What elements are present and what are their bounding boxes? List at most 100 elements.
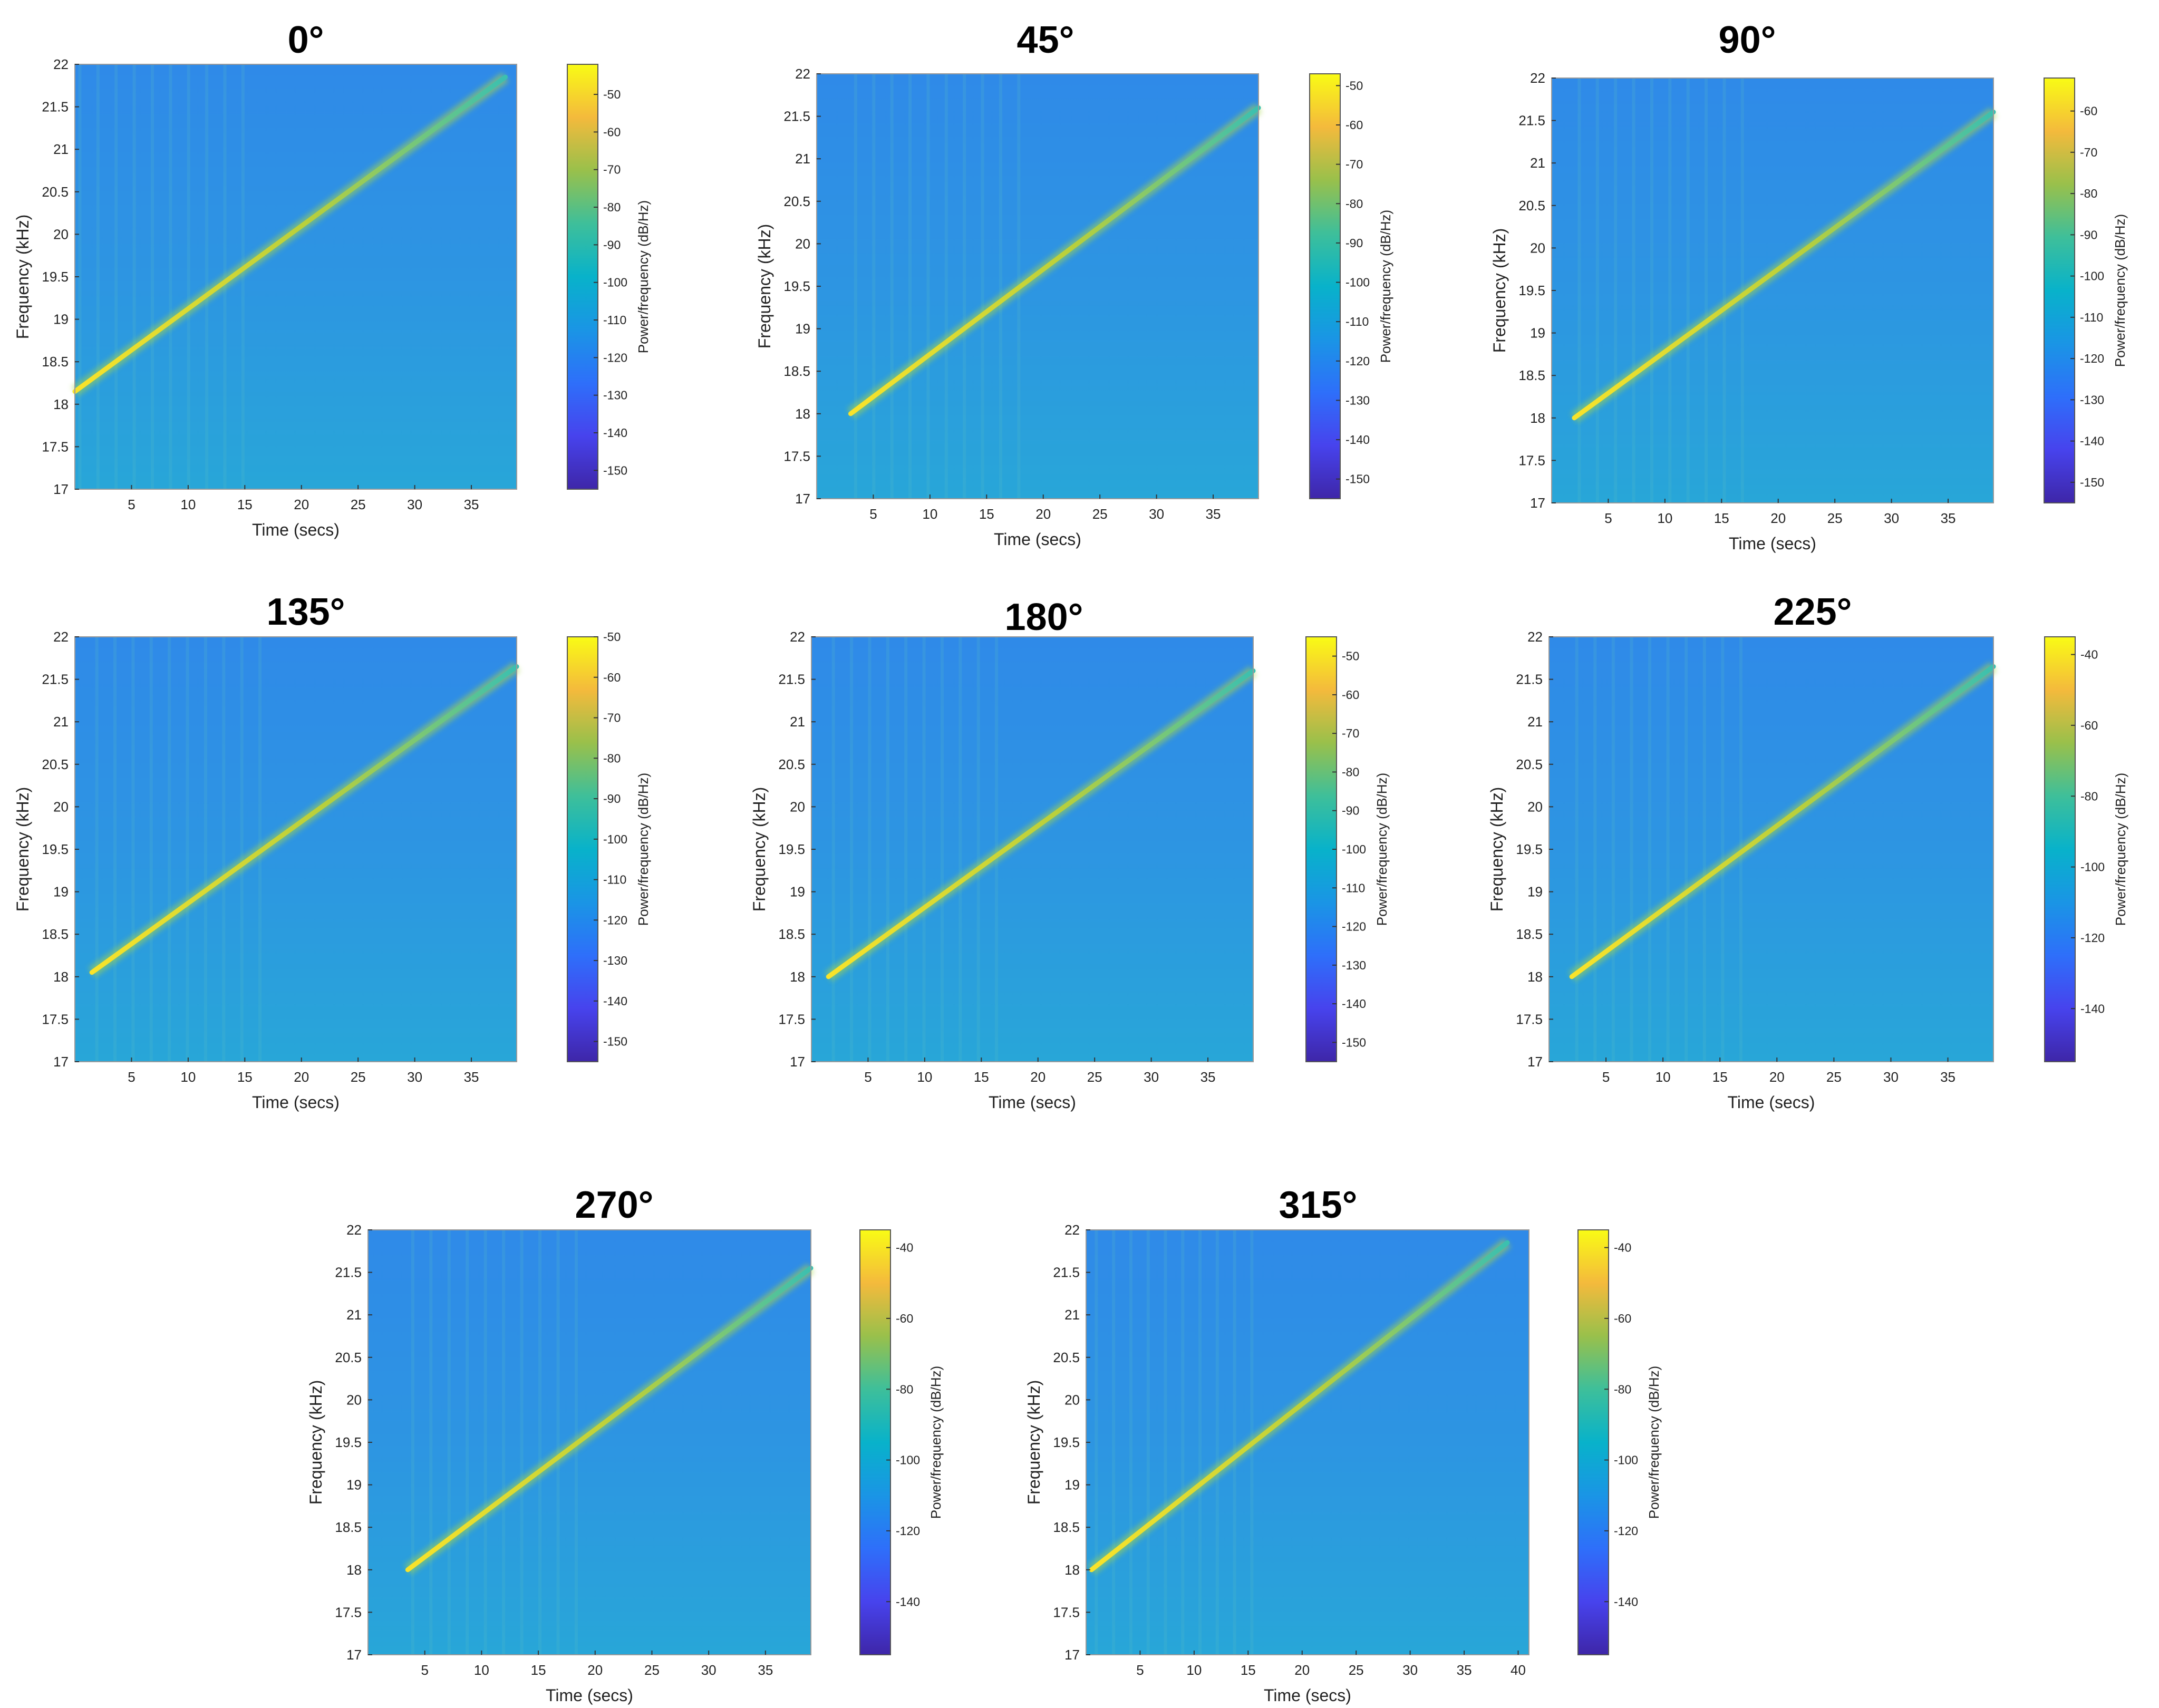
x-tick-label: 30 (1149, 506, 1164, 522)
y-tick-label: 22 (795, 66, 810, 82)
colorbar (567, 636, 598, 1062)
noise-streak (187, 64, 190, 489)
y-tick-label: 18.5 (1518, 367, 1545, 383)
y-tick-label: 19.5 (335, 1434, 362, 1450)
y-tick-label: 17.5 (1518, 452, 1545, 468)
x-tick-label: 15 (979, 506, 994, 522)
y-tick-label: 17 (53, 481, 69, 497)
noise-streak (1575, 637, 1579, 1062)
x-axis-label: Time (secs) (1729, 534, 1816, 553)
noise-streak (1614, 78, 1618, 503)
colorbar-tick-label: -100 (603, 832, 627, 846)
noise-streak (1611, 637, 1615, 1062)
y-tick-label: 20.5 (42, 184, 69, 200)
spectrogram-background (811, 637, 1253, 1062)
colorbar-tick-label: -130 (1345, 393, 1370, 407)
y-tick-label: 18 (1530, 410, 1545, 426)
spectrogram-background (75, 637, 517, 1062)
y-tick-label: 18.5 (1053, 1519, 1080, 1535)
y-tick-label: 20 (346, 1392, 362, 1408)
colorbar-tick-label: -100 (2080, 269, 2104, 283)
x-axis-label: Time (secs) (252, 520, 340, 539)
noise-streak (1630, 637, 1633, 1062)
chirp-line (1569, 664, 1996, 979)
colorbar (567, 64, 598, 490)
colorbar-tick-label: -90 (1342, 804, 1359, 818)
y-tick-label: 19 (795, 321, 810, 337)
panel-title: 315° (1279, 1184, 1358, 1226)
noise-streak (1668, 78, 1672, 503)
colorbar-tick-label: -70 (603, 711, 621, 725)
spectrogram-panel: 315° 17 17.5 18 18.5 19 19.5 20 20.5 21 21.5 22 5 10 1… (1024, 1184, 1662, 1705)
y-tick-label: 21.5 (42, 672, 69, 687)
colorbar-tick-label: -150 (1342, 1035, 1366, 1049)
spectrogram-background (368, 1230, 811, 1655)
y-tick-label: 20 (795, 236, 810, 251)
y-axis-label: Frequency (kHz) (1487, 787, 1506, 912)
y-tick-label: 17.5 (1053, 1604, 1080, 1620)
x-tick-label: 30 (407, 1069, 422, 1085)
colorbar-label: Power/frequency (dB/Hz) (1378, 210, 1393, 363)
x-tick-label: 20 (1769, 1069, 1785, 1085)
y-tick-label: 21.5 (783, 109, 810, 124)
colorbar-tick-label: -80 (1614, 1382, 1631, 1396)
noise-streak (850, 637, 854, 1062)
x-tick-label: 30 (407, 497, 422, 512)
y-tick-label: 20.5 (778, 756, 805, 772)
colorbar-tick-label: -140 (1342, 997, 1366, 1011)
x-tick-label: 5 (864, 1069, 872, 1085)
x-tick-label: 30 (1402, 1662, 1418, 1678)
noise-streak (556, 1230, 560, 1655)
y-axis-label: Frequency (kHz) (306, 1380, 325, 1505)
x-axis-label: Time (secs) (989, 1093, 1076, 1112)
x-tick-label: 25 (1087, 1069, 1102, 1085)
colorbar-tick-label: -110 (2080, 310, 2103, 324)
y-tick-label: 21 (1530, 155, 1545, 171)
colorbar-tick-label: -150 (603, 1035, 627, 1049)
y-tick-label: 19.5 (1053, 1434, 1080, 1450)
y-tick-label: 19 (1530, 325, 1545, 341)
y-tick-label: 18 (1064, 1562, 1080, 1578)
noise-streak (447, 1230, 451, 1655)
colorbar-tick-label: -140 (2080, 434, 2104, 448)
x-tick-label: 30 (1144, 1069, 1159, 1085)
y-tick-label: 17.5 (42, 439, 69, 454)
noise-streak (502, 1230, 506, 1655)
noise-streak (1112, 1230, 1116, 1655)
noise-streak (186, 637, 189, 1062)
x-tick-label: 10 (1186, 1662, 1202, 1678)
colorbar-tick-label: -130 (603, 954, 627, 967)
x-tick-label: 5 (1602, 1069, 1610, 1085)
y-tick-label: 19.5 (42, 269, 69, 285)
colorbar-tick-label: -50 (603, 630, 621, 644)
y-tick-label: 18.5 (42, 926, 69, 942)
y-tick-label: 21.5 (1516, 672, 1543, 687)
colorbar (1577, 1229, 1609, 1655)
noise-streak (1595, 78, 1599, 503)
colorbar-tick-label: -120 (1342, 920, 1366, 934)
noise-streaks (78, 64, 245, 489)
y-tick-label: 18.5 (42, 354, 69, 370)
y-axis-label: Frequency (kHz) (1024, 1380, 1043, 1505)
colorbar-tick-label: -130 (1342, 958, 1366, 972)
y-tick-label: 21 (53, 714, 69, 730)
x-tick-label: 40 (1511, 1662, 1526, 1678)
y-tick-label: 20.5 (783, 193, 810, 209)
y-tick-label: 18.5 (1516, 926, 1543, 942)
colorbar-tick-label: -120 (603, 351, 627, 364)
colorbar-tick-label: -60 (603, 125, 621, 139)
y-tick-label: 17 (1064, 1647, 1080, 1663)
y-tick-label: 19 (1527, 884, 1543, 900)
noise-streak (944, 74, 948, 499)
x-tick-label: 15 (974, 1069, 989, 1085)
y-tick-label: 21 (346, 1307, 362, 1323)
noise-streak (1632, 78, 1635, 503)
colorbar-tick-label: -100 (2080, 860, 2105, 874)
x-tick-label: 35 (464, 497, 479, 512)
x-tick-label: 15 (1712, 1069, 1728, 1085)
noise-streak (205, 64, 209, 489)
x-tick-label: 20 (294, 497, 309, 512)
x-axis-label: Time (secs) (546, 1686, 633, 1705)
colorbar-tick-label: -50 (1345, 79, 1363, 92)
noise-streak (1722, 78, 1726, 503)
